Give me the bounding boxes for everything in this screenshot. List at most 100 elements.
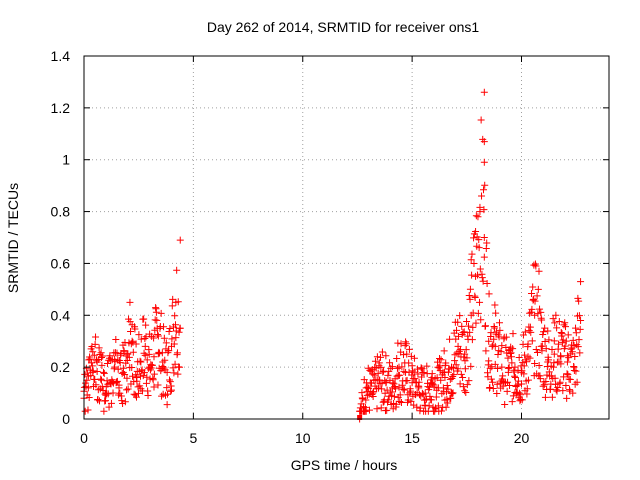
data-point bbox=[394, 339, 402, 347]
data-point bbox=[428, 379, 436, 387]
data-point bbox=[537, 308, 545, 316]
data-point bbox=[173, 266, 181, 274]
data-point bbox=[370, 371, 378, 379]
data-point bbox=[98, 353, 105, 361]
data-point bbox=[494, 365, 502, 373]
data-point bbox=[442, 359, 450, 367]
data-point bbox=[140, 369, 148, 377]
data-point bbox=[411, 375, 419, 383]
data-point bbox=[150, 334, 158, 342]
data-point bbox=[175, 328, 183, 336]
data-point bbox=[476, 265, 484, 273]
data-point bbox=[106, 379, 114, 387]
data-point bbox=[572, 324, 580, 332]
data-point bbox=[129, 348, 137, 356]
data-point bbox=[559, 387, 567, 395]
data-point bbox=[454, 332, 462, 340]
data-point bbox=[562, 337, 570, 345]
data-point bbox=[132, 340, 140, 348]
data-point bbox=[379, 368, 387, 376]
data-point bbox=[405, 345, 413, 353]
data-point bbox=[506, 381, 514, 389]
data-point bbox=[529, 295, 537, 303]
data-point bbox=[545, 336, 553, 344]
data-point bbox=[485, 357, 493, 365]
y-tick-label: 0.4 bbox=[51, 307, 71, 323]
data-point bbox=[490, 335, 498, 343]
data-point bbox=[467, 311, 475, 319]
data-point bbox=[375, 384, 383, 392]
data-point bbox=[551, 319, 559, 327]
data-point bbox=[563, 394, 571, 402]
data-point bbox=[550, 350, 558, 358]
data-point bbox=[107, 399, 115, 407]
plot-frame bbox=[83, 55, 610, 420]
data-point bbox=[433, 374, 441, 382]
data-point bbox=[465, 377, 473, 385]
data-point bbox=[542, 377, 550, 385]
data-point bbox=[434, 384, 442, 392]
data-point bbox=[418, 373, 426, 381]
data-point bbox=[154, 332, 162, 340]
data-point bbox=[472, 319, 480, 327]
data-point bbox=[468, 336, 476, 344]
data-point bbox=[137, 335, 145, 343]
data-point bbox=[452, 361, 460, 369]
data-point bbox=[562, 381, 570, 389]
data-point bbox=[92, 381, 100, 389]
data-point bbox=[468, 250, 476, 258]
data-point bbox=[490, 324, 498, 332]
data-point bbox=[418, 365, 426, 373]
data-point bbox=[518, 368, 525, 376]
data-point bbox=[502, 333, 510, 341]
data-point bbox=[516, 389, 524, 397]
data-point bbox=[558, 330, 566, 338]
data-point bbox=[508, 359, 516, 367]
grid-lines bbox=[84, 56, 609, 419]
x-tick-label: 20 bbox=[514, 430, 530, 446]
data-point bbox=[392, 385, 400, 393]
data-point bbox=[393, 364, 401, 372]
data-point bbox=[504, 368, 512, 376]
data-point bbox=[373, 353, 381, 361]
data-point bbox=[557, 360, 565, 368]
data-point bbox=[466, 285, 474, 293]
data-point bbox=[131, 325, 139, 333]
data-points bbox=[80, 88, 585, 423]
data-point bbox=[169, 295, 177, 303]
data-point bbox=[555, 317, 563, 325]
data-point bbox=[166, 378, 174, 386]
data-point bbox=[142, 321, 150, 329]
data-point bbox=[163, 384, 171, 392]
data-point bbox=[140, 315, 148, 323]
data-point bbox=[514, 377, 522, 385]
data-point bbox=[123, 386, 131, 394]
data-point bbox=[89, 368, 97, 376]
data-point bbox=[550, 359, 558, 367]
data-point bbox=[169, 364, 177, 372]
data-point bbox=[157, 309, 165, 317]
data-point bbox=[154, 330, 162, 338]
data-point bbox=[503, 387, 511, 395]
data-point bbox=[129, 338, 137, 346]
data-point bbox=[407, 387, 415, 395]
data-point bbox=[474, 213, 482, 221]
data-point bbox=[472, 228, 480, 236]
data-point bbox=[470, 234, 478, 242]
y-tick-labels: 0 0.2 0.4 0.6 0.8 1 1.2 1.4 bbox=[51, 48, 71, 427]
data-point bbox=[136, 357, 144, 365]
data-point bbox=[575, 312, 583, 320]
data-point bbox=[84, 406, 92, 414]
data-point bbox=[459, 383, 467, 391]
data-point bbox=[491, 360, 499, 368]
data-point bbox=[524, 340, 532, 348]
data-point bbox=[464, 322, 472, 330]
y-tick-label: 0 bbox=[62, 411, 70, 427]
data-point bbox=[575, 336, 583, 344]
data-point bbox=[557, 353, 565, 361]
data-point bbox=[100, 369, 108, 377]
data-point bbox=[491, 301, 499, 309]
data-point bbox=[163, 368, 171, 376]
data-point bbox=[136, 382, 144, 390]
